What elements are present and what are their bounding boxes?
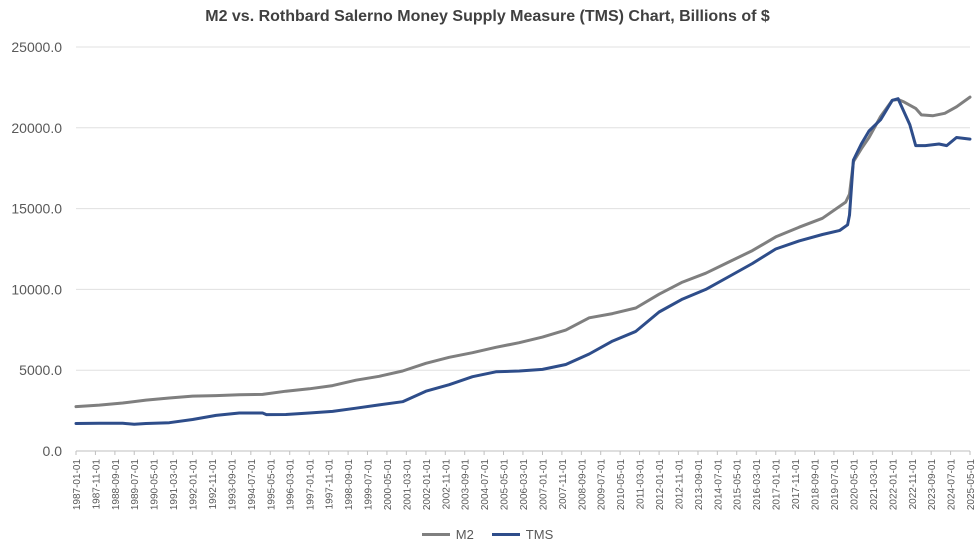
legend-label-tms: TMS — [525, 527, 554, 542]
x-tick-label: 2003-09-01 — [461, 459, 472, 511]
y-tick-label: 15000.0 — [11, 201, 62, 217]
x-tick-label: 2021-03-01 — [869, 459, 880, 511]
x-tick-label: 1988-09-01 — [111, 459, 122, 511]
legend-item-tms: TMS — [491, 527, 554, 542]
x-tick-label: 1992-01-01 — [189, 459, 200, 511]
y-tick-label: 25000.0 — [11, 39, 62, 55]
y-tick-label: 20000.0 — [11, 120, 62, 136]
x-tick-label: 2002-11-01 — [441, 459, 452, 510]
x-tick-label: 1997-11-01 — [325, 459, 336, 510]
x-tick-label: 1997-01-01 — [305, 459, 316, 511]
x-tick-label: 2022-11-01 — [908, 459, 919, 510]
series-line-m2 — [74, 95, 972, 409]
x-tick-label: 2024-07-01 — [947, 459, 958, 511]
x-tick-label: 2008-09-01 — [577, 459, 588, 511]
y-tick-label: 0.0 — [43, 443, 63, 459]
x-tick-label: 2012-11-01 — [675, 459, 686, 510]
y-tick-label: 10000.0 — [11, 281, 62, 297]
legend-item-m2: M2 — [421, 527, 474, 542]
x-tick-label: 2007-11-01 — [558, 459, 569, 510]
x-tick-label: 2025-05-01 — [966, 459, 975, 511]
x-tick-label: 1987-11-01 — [91, 459, 102, 510]
x-tick-label: 2009-07-01 — [597, 459, 608, 511]
x-tick-label: 1991-03-01 — [169, 459, 180, 511]
legend-label-m2: M2 — [455, 527, 474, 542]
x-tick-label: 2002-01-01 — [422, 459, 433, 511]
x-tick-label: 2022-01-01 — [888, 459, 899, 511]
x-tick-label: 2014-07-01 — [713, 459, 724, 511]
x-tick-label: 2006-03-01 — [519, 459, 530, 511]
x-tick-label: 1989-07-01 — [130, 459, 141, 511]
x-tick-label: 2004-07-01 — [480, 459, 491, 511]
x-tick-label: 1992-11-01 — [208, 459, 219, 510]
x-tick-label: 2013-09-01 — [694, 459, 705, 511]
x-tick-label: 2011-03-01 — [636, 459, 647, 510]
x-tick-label: 2020-05-01 — [849, 459, 860, 511]
x-tick-label: 1999-07-01 — [363, 459, 374, 511]
x-tick-label: 1996-03-01 — [286, 459, 297, 511]
x-tick-label: 2012-01-01 — [655, 459, 666, 511]
x-tick-label: 1994-07-01 — [247, 459, 258, 511]
chart-title: M2 vs. Rothbard Salerno Money Supply Mea… — [205, 8, 770, 25]
x-tick-label: 1998-09-01 — [344, 459, 355, 511]
x-tick-label: 2001-03-01 — [402, 459, 413, 511]
legend-swatch-m2 — [421, 533, 450, 536]
x-tick-label: 2016-03-01 — [752, 459, 763, 511]
x-tick-label: 2018-09-01 — [811, 459, 822, 511]
x-tick-label: 2015-05-01 — [733, 459, 744, 511]
x-tick-label: 2017-01-01 — [772, 459, 783, 511]
y-tick-label: 5000.0 — [19, 362, 62, 378]
x-tick-label: 1995-05-01 — [266, 459, 277, 511]
x-tick-label: 2017-11-01 — [791, 459, 802, 510]
x-tick-label: 2019-07-01 — [830, 459, 841, 511]
x-tick-label: 2023-09-01 — [927, 459, 938, 511]
x-tick-label: 1987-01-01 — [72, 459, 83, 511]
series-line-tms — [74, 97, 972, 426]
legend-swatch-tms — [491, 533, 520, 536]
x-tick-label: 2007-01-01 — [538, 459, 549, 511]
x-tick-label: 2000-05-01 — [383, 459, 394, 511]
x-tick-label: 1993-09-01 — [227, 459, 238, 511]
x-tick-label: 2005-05-01 — [500, 459, 511, 511]
x-tick-label: 2010-05-01 — [616, 459, 627, 511]
x-tick-label: 1990-05-01 — [150, 459, 161, 511]
chart-legend: M2 TMS — [0, 527, 975, 542]
